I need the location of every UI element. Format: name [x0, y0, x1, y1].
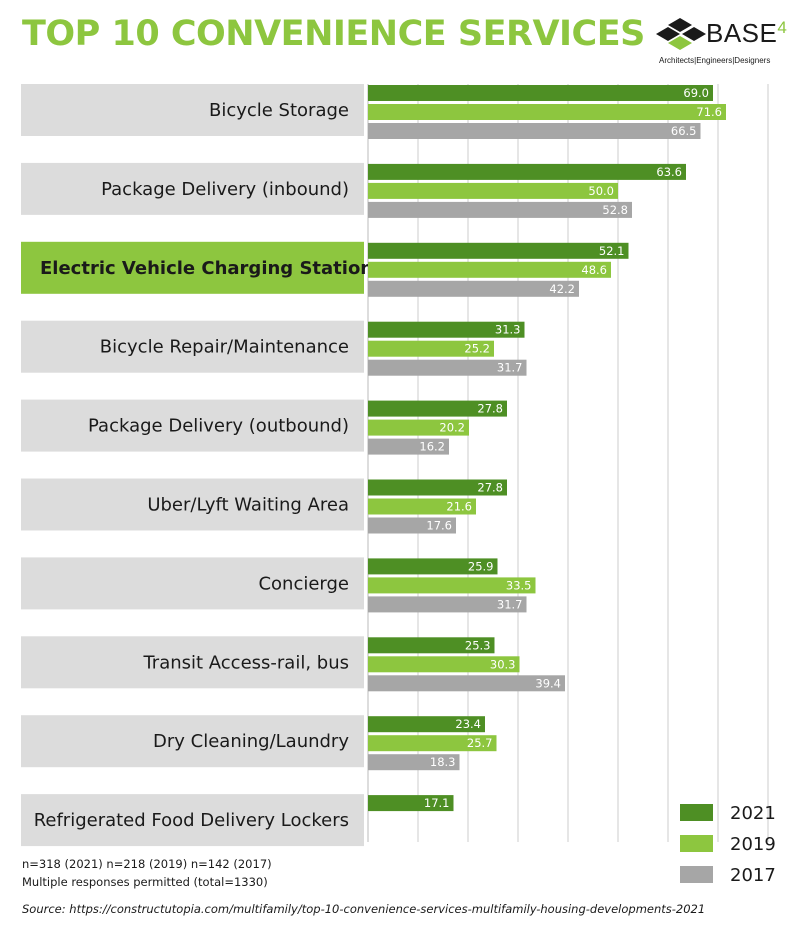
bar-2021 [368, 85, 713, 101]
legend-swatch-2017 [680, 866, 713, 883]
data-label-2021: 27.8 [477, 402, 503, 416]
data-label-2019: 20.2 [439, 421, 465, 435]
data-label-2017: 17.6 [426, 519, 452, 533]
category-label: Bicycle Repair/Maintenance [100, 337, 349, 358]
data-label-2021: 25.9 [468, 559, 494, 573]
data-label-2021: 31.3 [495, 323, 521, 337]
category-label: Bicycle Storage [209, 100, 349, 121]
data-label-2019: 71.6 [696, 105, 722, 119]
logo-tagline: Architects|Engineers|Designers [659, 56, 771, 65]
bar-2017 [368, 201, 632, 218]
bar-2019 [368, 261, 611, 278]
sample-size-note: n=318 (2021) n=218 (2019) n=142 (2017) [22, 857, 272, 871]
data-label-2021: 69.0 [683, 86, 709, 100]
bar-2021 [368, 400, 507, 417]
bar-2019 [368, 104, 726, 120]
bar-2017 [368, 754, 460, 771]
category-label-box [21, 320, 364, 373]
legend-swatch-2021 [680, 804, 713, 821]
data-label-2019: 25.2 [464, 342, 490, 356]
data-label-2019: 48.6 [581, 263, 607, 277]
data-label-2017: 18.3 [430, 755, 456, 769]
bar-2021 [368, 558, 498, 575]
category-label: Refrigerated Food Delivery Lockers [34, 810, 349, 831]
bar-2019 [368, 656, 520, 673]
category-label: Dry Cleaning/Laundry [153, 731, 349, 752]
bar-2017 [368, 675, 565, 692]
category-label: Concierge [258, 573, 349, 594]
category-label-box [21, 636, 364, 689]
category-label: Transit Access-rail, bus [142, 652, 349, 673]
data-label-2019: 21.6 [446, 500, 472, 514]
data-label-2021: 27.8 [477, 481, 503, 495]
bar-2017 [368, 280, 579, 297]
category-label-box [21, 241, 364, 294]
bar-2017 [368, 517, 456, 534]
multiple-responses-note: Multiple responses permitted (total=1330… [22, 875, 268, 889]
category-label: Electric Vehicle Charging Station [40, 258, 373, 279]
legend-swatch-2019 [680, 835, 713, 852]
category-label-box [21, 84, 364, 136]
legend-label-2021: 2021 [730, 803, 776, 824]
data-label-2017: 31.7 [497, 597, 523, 611]
data-label-2019: 50.0 [588, 184, 614, 198]
data-label-2021: 23.4 [455, 717, 481, 731]
chart-title: TOP 10 CONVENIENCE SERVICES [22, 14, 645, 54]
data-label-2017: 42.2 [549, 282, 575, 296]
bar-2019 [368, 577, 536, 594]
bar-2017 [368, 359, 527, 376]
bar-2021 [368, 795, 454, 812]
bar-2021 [368, 637, 495, 654]
bar-2021 [368, 242, 629, 259]
bar-2019 [368, 340, 494, 357]
bar-2019 [368, 182, 618, 199]
bar-2021 [368, 479, 507, 496]
data-label-2021: 17.1 [424, 796, 450, 810]
category-label-box [21, 794, 364, 847]
category-label: Uber/Lyft Waiting Area [147, 495, 349, 516]
category-label: Package Delivery (outbound) [88, 416, 349, 437]
data-label-2021: 52.1 [599, 244, 625, 258]
sample-notes: n=318 (2021) n=218 (2019) n=142 (2017) M… [22, 855, 272, 891]
bar-2019 [368, 735, 497, 752]
data-label-2019: 25.7 [467, 736, 493, 750]
data-label-2019: 30.3 [490, 657, 516, 671]
data-label-2019: 33.5 [506, 578, 532, 592]
category-label-box [21, 715, 364, 768]
bar-2021 [368, 321, 525, 338]
data-label-2017: 16.2 [419, 440, 445, 454]
category-label-box [21, 478, 364, 531]
category-label-box [21, 162, 364, 215]
category-label-box [21, 557, 364, 610]
data-label-2017: 39.4 [535, 676, 561, 690]
data-label-2021: 25.3 [465, 638, 491, 652]
legend-label-2019: 2019 [730, 834, 776, 855]
bar-2017 [368, 123, 701, 139]
bar-2021 [368, 163, 686, 180]
data-label-2017: 66.5 [671, 124, 697, 138]
bar-2017 [368, 438, 449, 455]
category-label-box [21, 399, 364, 452]
logo-wordmark: BASE4 [706, 18, 788, 48]
category-label: Package Delivery (inbound) [101, 179, 349, 200]
data-label-2021: 63.6 [656, 165, 682, 179]
bar-2017 [368, 596, 527, 613]
base4-logo: BASE4 Architects|Engineers|Designers [652, 16, 787, 71]
bar-2019 [368, 419, 469, 436]
source-citation: Source: https://constructutopia.com/mult… [22, 902, 706, 916]
legend-label-2017: 2017 [730, 865, 776, 886]
cube-logo-icon [656, 18, 706, 50]
data-label-2017: 52.8 [602, 203, 628, 217]
bar-2019 [368, 498, 476, 515]
data-label-2017: 31.7 [497, 361, 523, 375]
bar-2021 [368, 716, 485, 733]
